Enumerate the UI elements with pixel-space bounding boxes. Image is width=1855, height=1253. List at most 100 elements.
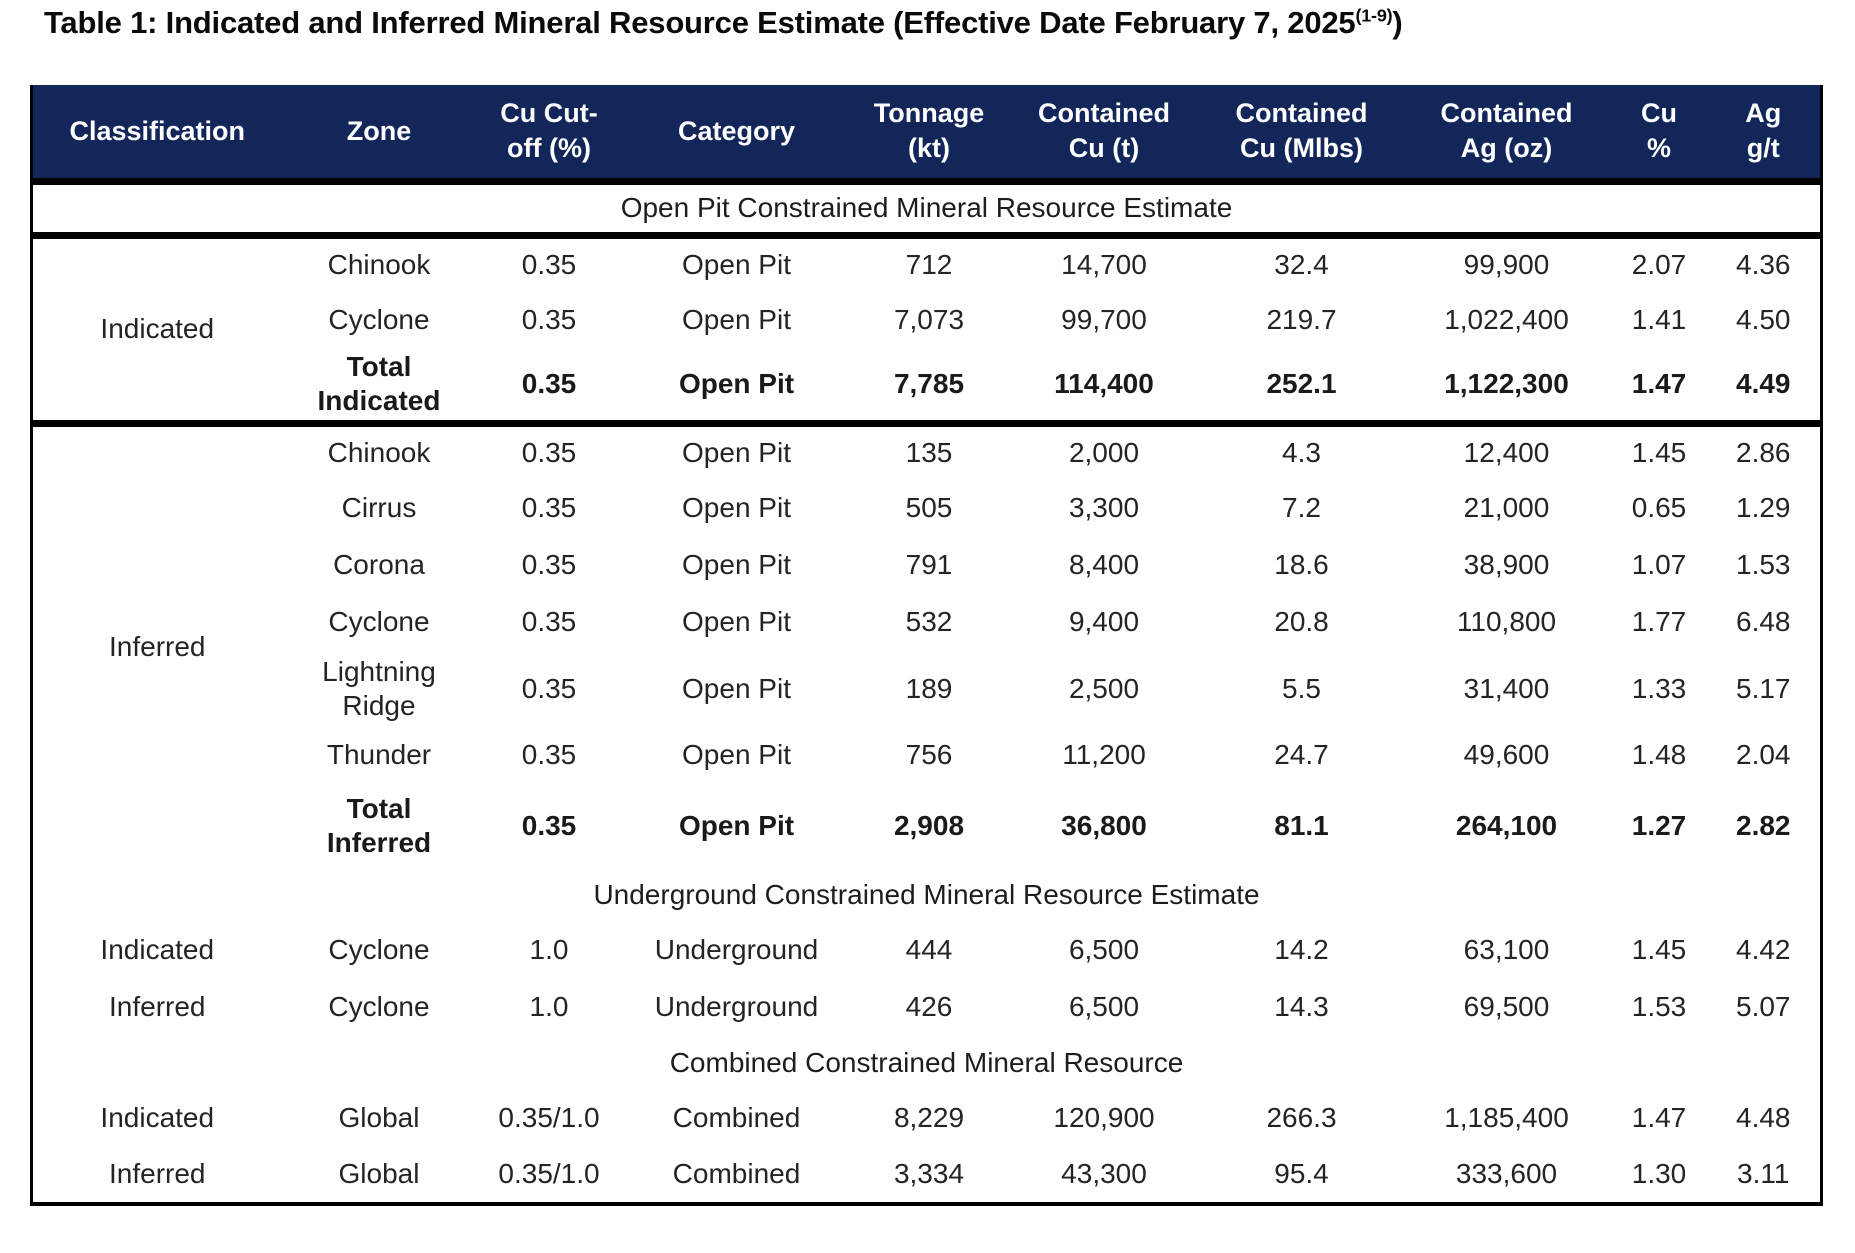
contained-cu-mlbs-cell: 81.1 (1274, 809, 1329, 841)
table-row-total-inferred: Total Inferred 0.35 Open Pit 2,908 36,80… (32, 784, 1822, 868)
table-row: Indicated Global 0.35/1.0 Combined 8,229… (32, 1090, 1822, 1147)
table-row: Cirrus 0.35 Open Pit 505 3,300 7.2 21,00… (32, 480, 1822, 537)
contained-ag-oz-cell: 99,900 (1463, 249, 1550, 281)
contained-ag-oz-cell: 31,400 (1463, 672, 1550, 704)
col-header-category: Category (621, 85, 852, 181)
section-row-underground: Underground Constrained Mineral Resource… (32, 868, 1822, 922)
ag-gt-cell: 4.50 (1736, 304, 1791, 336)
category-cell: Open Pit (682, 606, 791, 638)
tonnage-cell: 532 (905, 606, 953, 638)
contained-cu-t-cell: 43,300 (1061, 1158, 1147, 1190)
table-row: Cyclone 0.35 Open Pit 7,073 99,700 219.7… (32, 292, 1822, 349)
zone-cell: Cyclone (328, 606, 430, 638)
contained-cu-mlbs-cell: 24.7 (1274, 739, 1329, 771)
cu-pct-cell: 1.45 (1631, 437, 1687, 469)
cu-pct-cell: 1.45 (1631, 934, 1687, 966)
cutoff-cell: 0.35 (521, 437, 577, 469)
contained-ag-oz-cell: 49,600 (1463, 739, 1550, 771)
contained-ag-oz-cell: 12,400 (1463, 437, 1550, 469)
table-row-total-indicated: Total Indicated 0.35 Open Pit 7,785 114,… (31, 349, 1822, 423)
contained-cu-t-cell: 14,700 (1061, 249, 1147, 281)
cutoff-cell: 0.35 (521, 739, 577, 771)
col-header-ag-gt: Ag g/t (1706, 85, 1822, 181)
contained-cu-t-cell: 114,400 (1054, 368, 1154, 400)
category-cell: Combined (672, 1102, 801, 1134)
cu-pct-cell: 1.77 (1631, 606, 1687, 638)
tonnage-cell: 7,073 (893, 304, 965, 336)
contained-ag-oz-cell: 63,100 (1463, 934, 1550, 966)
classification-cell-indicated: Indicated (100, 312, 215, 344)
category-cell: Open Pit (682, 249, 791, 281)
tonnage-cell: 3,334 (893, 1158, 965, 1190)
contained-cu-mlbs-cell: 14.3 (1274, 991, 1329, 1023)
table-title: Table 1: Indicated and Inferred Mineral … (44, 5, 1403, 41)
cu-pct-cell: 1.27 (1631, 809, 1687, 841)
contained-ag-oz-cell: 333,600 (1455, 1158, 1558, 1190)
cu-pct-cell: 1.53 (1631, 991, 1687, 1023)
ag-gt-cell: 5.17 (1736, 672, 1791, 704)
cu-pct-cell: 1.47 (1631, 368, 1687, 400)
cutoff-cell: 1.0 (529, 934, 569, 966)
zone-cell: Chinook (327, 249, 431, 281)
ag-gt-cell: 1.53 (1736, 549, 1791, 581)
category-cell: Open Pit (678, 809, 795, 841)
section-row-combined: Combined Constrained Mineral Resource (32, 1036, 1822, 1090)
contained-cu-t-cell: 99,700 (1061, 304, 1147, 336)
cutoff-cell: 0.35 (521, 304, 577, 336)
contained-cu-mlbs-cell: 14.2 (1274, 934, 1329, 966)
table-row: Inferred Cyclone 1.0 Underground 426 6,5… (32, 979, 1822, 1036)
tonnage-cell: 189 (905, 672, 953, 704)
classification-cell: Indicated (100, 934, 215, 966)
cu-pct-cell: 1.07 (1631, 549, 1687, 581)
category-cell: Underground (654, 991, 819, 1023)
table-row: Lightning Ridge 0.35 Open Pit 189 2,500 … (32, 651, 1822, 727)
contained-cu-mlbs-cell: 219.7 (1266, 304, 1337, 336)
ag-gt-cell: 2.82 (1736, 809, 1791, 841)
tonnage-cell: 712 (905, 249, 953, 281)
ag-gt-cell: 4.49 (1736, 368, 1791, 400)
section-row-open-pit: Open Pit Constrained Mineral Resource Es… (31, 181, 1822, 235)
col-header-contained-cu-t: Contained Cu (t) (1006, 85, 1202, 181)
table-title-footnote-superscript: (1-9) (1355, 5, 1393, 26)
cutoff-cell: 0.35 (521, 492, 577, 524)
contained-cu-t-cell: 6,500 (1068, 991, 1140, 1023)
classification-cell: Inferred (109, 1158, 206, 1190)
category-cell: Open Pit (682, 739, 791, 771)
contained-cu-mlbs-cell: 5.5 (1282, 672, 1321, 704)
cutoff-cell: 0.35/1.0 (498, 1102, 600, 1134)
contained-cu-mlbs-cell: 7.2 (1282, 492, 1321, 524)
contained-ag-oz-cell: 1,122,300 (1444, 368, 1569, 400)
table-row: Thunder 0.35 Open Pit 756 11,200 24.7 49… (32, 727, 1822, 784)
table-row: Indicated Cyclone 1.0 Underground 444 6,… (32, 922, 1822, 979)
classification-cell: Indicated (100, 1102, 215, 1134)
col-header-cu-cutoff: Cu Cut- off (%) (476, 85, 622, 181)
col-header-tonnage: Tonnage (kt) (851, 85, 1007, 181)
col-header-contained-cu-mlbs: Contained Cu (Mlbs) (1201, 85, 1402, 181)
ag-gt-cell: 6.48 (1736, 606, 1791, 638)
contained-cu-t-cell: 9,400 (1068, 606, 1140, 638)
table-row: Cyclone 0.35 Open Pit 532 9,400 20.8 110… (32, 594, 1822, 651)
classification-cell-inferred: Inferred (109, 631, 206, 663)
zone-cell: Cyclone (328, 934, 430, 966)
ag-gt-cell: 1.29 (1736, 492, 1791, 524)
cu-pct-cell: 2.07 (1631, 249, 1687, 281)
cutoff-cell: 0.35 (521, 549, 577, 581)
ag-gt-cell: 4.42 (1736, 934, 1791, 966)
contained-ag-oz-cell: 69,500 (1463, 991, 1550, 1023)
contained-cu-mlbs-cell: 20.8 (1274, 606, 1329, 638)
tonnage-cell: 2,908 (893, 809, 965, 841)
category-cell: Underground (654, 934, 819, 966)
category-cell: Open Pit (682, 549, 791, 581)
table-row: Indicated Chinook 0.35 Open Pit 712 14,7… (32, 235, 1822, 344)
cutoff-cell: 0.35 (521, 606, 577, 638)
contained-ag-oz-cell: 1,022,400 (1444, 304, 1569, 336)
cu-pct-cell: 0.65 (1631, 492, 1687, 524)
tonnage-cell: 135 (905, 437, 953, 469)
cutoff-cell: 1.0 (529, 991, 569, 1023)
contained-cu-t-cell: 120,900 (1053, 1102, 1155, 1134)
category-cell: Combined (672, 1158, 801, 1190)
zone-cell: Chinook (327, 437, 431, 469)
table-row: Inferred Chinook 0.35 Open Pit 135 2,000… (32, 423, 1822, 662)
ag-gt-cell: 3.11 (1737, 1158, 1790, 1190)
tonnage-cell: 7,785 (893, 368, 965, 400)
